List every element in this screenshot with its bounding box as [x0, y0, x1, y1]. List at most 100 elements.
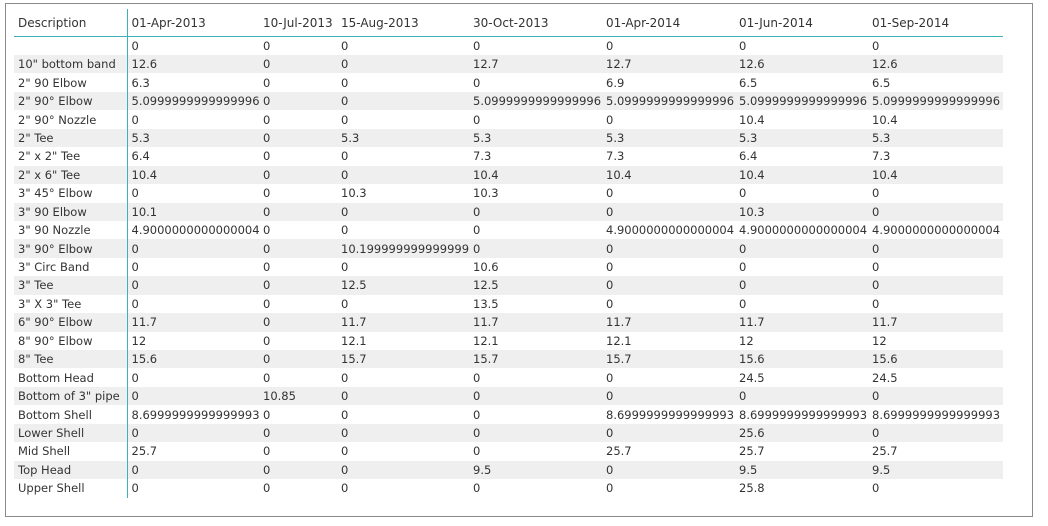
- row-header-cell[interactable]: 8" 90° Elbow: [14, 331, 128, 350]
- value-cell[interactable]: 0: [606, 370, 614, 385]
- column-header[interactable]: 01-Sep-2014: [868, 9, 1003, 37]
- row-header-cell[interactable]: 10" bottom band: [14, 55, 128, 74]
- column-header[interactable]: 01-Jun-2014: [735, 9, 868, 37]
- value-cell[interactable]: 5.0999999999999996: [735, 91, 868, 111]
- value-cell[interactable]: 7.3: [473, 149, 492, 164]
- value-cell[interactable]: 0: [337, 423, 469, 443]
- value-cell[interactable]: 0: [337, 386, 469, 406]
- value-cell[interactable]: 0: [739, 296, 747, 311]
- value-cell[interactable]: 0: [259, 313, 337, 332]
- value-cell[interactable]: 0: [259, 165, 337, 185]
- value-cell[interactable]: 5.3: [469, 128, 602, 148]
- value-cell[interactable]: 13.5: [473, 296, 499, 311]
- value-cell[interactable]: 0: [337, 55, 469, 74]
- value-cell[interactable]: 5.0999999999999996: [127, 91, 259, 111]
- value-cell[interactable]: 8.6999999999999993: [739, 407, 868, 422]
- value-cell[interactable]: 0: [341, 444, 349, 459]
- value-cell[interactable]: 25.7: [131, 444, 158, 459]
- value-cell[interactable]: 15.6: [735, 350, 868, 369]
- value-cell[interactable]: 0: [337, 165, 469, 185]
- value-cell[interactable]: 10.4: [872, 112, 898, 127]
- value-cell[interactable]: 0: [872, 296, 880, 311]
- value-cell[interactable]: 0: [131, 481, 139, 496]
- value-cell[interactable]: 0: [127, 239, 259, 258]
- value-cell[interactable]: 0: [872, 186, 880, 201]
- value-cell[interactable]: 6.5: [739, 75, 758, 90]
- row-header-cell[interactable]: 2" 90° Nozzle: [14, 110, 128, 129]
- value-cell[interactable]: 0: [341, 481, 349, 496]
- value-cell[interactable]: 0: [868, 202, 1003, 221]
- value-cell[interactable]: 4.9000000000000004: [131, 223, 260, 238]
- row-header-cell[interactable]: Lower Shell: [14, 423, 128, 443]
- value-cell[interactable]: 0: [263, 39, 271, 53]
- value-cell[interactable]: 0: [127, 276, 259, 295]
- value-cell[interactable]: 0: [872, 39, 880, 53]
- value-cell[interactable]: 0: [341, 407, 349, 422]
- value-cell[interactable]: 12.6: [735, 55, 868, 74]
- value-cell[interactable]: 9.5: [735, 460, 868, 480]
- value-cell[interactable]: 12.6: [868, 55, 1003, 74]
- value-cell[interactable]: 0: [602, 423, 735, 443]
- value-cell[interactable]: 11.7: [127, 313, 259, 332]
- column-header[interactable]: 10-Jul-2013: [259, 9, 337, 37]
- value-cell[interactable]: 10.4: [469, 165, 602, 185]
- row-header-cell[interactable]: 2" x 6" Tee: [14, 165, 128, 185]
- value-cell[interactable]: 0: [739, 186, 747, 201]
- value-cell[interactable]: 0: [131, 370, 139, 385]
- value-cell[interactable]: 0: [602, 276, 735, 295]
- value-cell[interactable]: 0: [259, 350, 337, 369]
- value-cell[interactable]: 4.9000000000000004: [739, 223, 868, 238]
- row-header-cell[interactable]: 3" 90 Nozzle: [14, 220, 128, 240]
- value-cell[interactable]: 0: [602, 460, 735, 480]
- row-header-cell[interactable]: 3" Circ Band: [14, 257, 128, 277]
- value-cell[interactable]: 5.3: [735, 128, 868, 148]
- value-cell[interactable]: 0: [606, 112, 614, 127]
- value-cell[interactable]: 0: [606, 481, 614, 496]
- value-cell[interactable]: 0: [263, 333, 271, 348]
- value-cell[interactable]: 0: [127, 423, 259, 443]
- row-header-cell[interactable]: 2" 90 Elbow: [14, 73, 128, 92]
- value-cell[interactable]: 4.9000000000000004: [872, 223, 1001, 238]
- value-cell[interactable]: 0: [263, 186, 271, 201]
- value-cell[interactable]: 24.5: [872, 370, 898, 385]
- value-cell[interactable]: 0: [131, 39, 139, 53]
- value-cell[interactable]: 10.3: [341, 186, 367, 201]
- value-cell[interactable]: 15.7: [469, 350, 602, 369]
- value-cell[interactable]: 0: [473, 39, 481, 53]
- row-header-cell[interactable]: Upper Shell: [14, 479, 128, 498]
- value-cell[interactable]: 12.1: [606, 333, 632, 348]
- value-cell[interactable]: 7.3: [606, 149, 625, 164]
- value-cell[interactable]: 12: [739, 333, 754, 348]
- value-cell[interactable]: 0: [341, 112, 349, 127]
- value-cell[interactable]: 0: [341, 260, 349, 275]
- value-cell[interactable]: 10.4: [868, 165, 1003, 185]
- value-cell[interactable]: 0: [263, 112, 271, 127]
- value-cell[interactable]: 10.6: [473, 260, 499, 275]
- value-cell[interactable]: 10.199999999999999: [337, 239, 469, 258]
- value-cell[interactable]: 0: [469, 386, 602, 406]
- row-header-cell[interactable]: 3" X 3" Tee: [14, 294, 128, 314]
- value-cell[interactable]: 6.3: [131, 75, 150, 90]
- value-cell[interactable]: 5.3: [127, 128, 259, 148]
- value-cell[interactable]: 0: [263, 149, 271, 164]
- value-cell[interactable]: 0: [259, 202, 337, 221]
- value-cell[interactable]: 25.6: [735, 423, 868, 443]
- value-cell[interactable]: 0: [735, 386, 868, 406]
- value-cell[interactable]: 15.7: [337, 350, 469, 369]
- value-cell[interactable]: 15.6: [868, 350, 1003, 369]
- value-cell[interactable]: 11.7: [735, 313, 868, 332]
- value-cell[interactable]: 10.4: [735, 165, 868, 185]
- value-cell[interactable]: 0: [341, 75, 349, 90]
- value-cell[interactable]: 0: [473, 75, 481, 90]
- value-cell[interactable]: 0: [473, 112, 481, 127]
- value-cell[interactable]: 12.1: [341, 333, 367, 348]
- row-header-cell[interactable]: 3" 45° Elbow: [14, 184, 128, 203]
- value-cell[interactable]: 0: [341, 370, 349, 385]
- value-cell[interactable]: 6.4: [131, 149, 150, 164]
- value-cell[interactable]: 6.9: [606, 75, 625, 90]
- row-header-cell[interactable]: Top Head: [14, 460, 128, 480]
- row-header-cell[interactable]: 2" x 2" Tee: [14, 147, 128, 166]
- row-header-cell[interactable]: 8" Tee: [14, 350, 128, 369]
- value-cell[interactable]: 0: [473, 223, 481, 238]
- row-header-cell[interactable]: 3" 90 Elbow: [14, 202, 128, 221]
